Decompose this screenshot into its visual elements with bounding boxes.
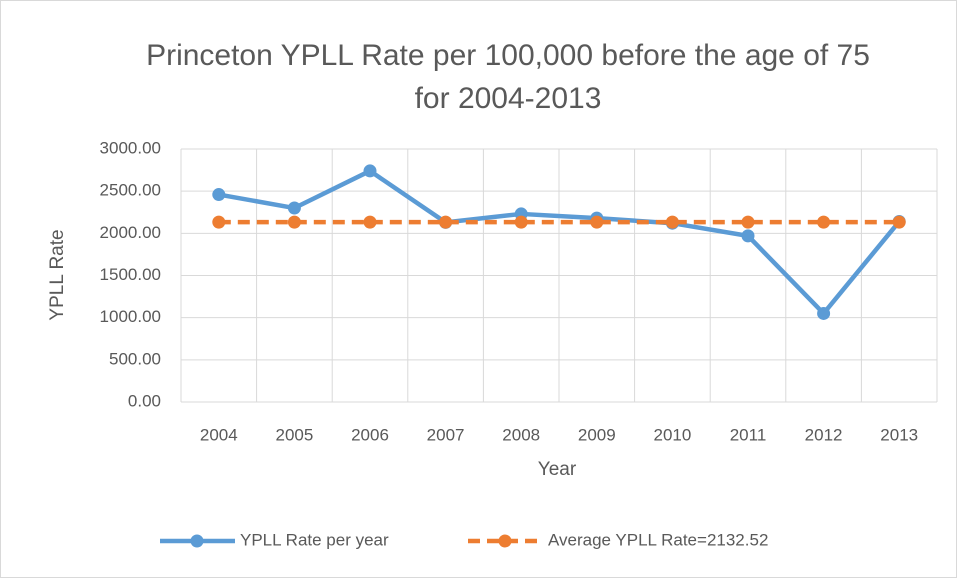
x-tick-label: 2013 [880,425,918,444]
point-marker [514,215,528,229]
y-axis-label: YPLL Rate [47,229,68,320]
point-marker [287,201,301,215]
point-marker [817,306,831,320]
point-marker [212,188,226,202]
point-marker [665,215,679,229]
point-marker [741,215,755,229]
x-tick-label: 2008 [502,425,540,444]
y-tick-label: 0.00 [128,391,161,410]
x-tick-label: 2011 [730,425,767,444]
x-tick-label: 2010 [653,425,691,444]
x-tick-label: 2012 [805,425,843,444]
y-tick-label: 2500.00 [100,181,161,200]
point-marker [817,215,831,229]
point-marker [212,215,226,229]
x-tick-label: 2005 [275,425,313,444]
point-marker [741,229,755,243]
point-marker [287,215,301,229]
point-marker [892,215,906,229]
point-marker [439,215,453,229]
x-axis-label: Year [538,459,577,480]
legend-marker [498,534,512,548]
legend-marker [190,534,204,548]
legend-label: YPLL Rate per year [240,530,389,549]
series-line [218,168,901,316]
legend-label: Average YPLL Rate=2132.52 [548,530,768,549]
x-tick-label: 2004 [200,425,238,444]
point-marker [363,215,377,229]
x-tick-label: 2007 [427,425,465,444]
chart-title: Princeton YPLL Rate per 100,000 before t… [146,39,870,115]
y-tick-label: 3000.00 [100,138,161,157]
y-tick-label: 1500.00 [100,265,161,284]
point-marker [590,215,604,229]
y-tick-label: 2000.00 [100,223,161,242]
x-tick-label: 2006 [351,425,389,444]
x-tick-label: 2009 [578,425,616,444]
y-tick-label: 1000.00 [100,307,161,326]
point-marker [363,164,377,178]
y-tick-label: 500.00 [109,349,161,368]
